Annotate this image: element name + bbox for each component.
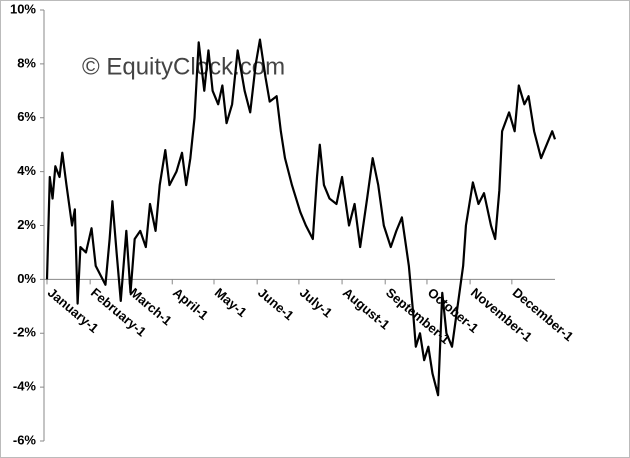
y-tick-label: -2%	[13, 325, 37, 340]
y-tick-label: 0%	[17, 271, 36, 286]
y-tick-label: -6%	[13, 432, 37, 447]
y-tick-label: 8%	[17, 55, 36, 70]
y-tick-label: 10%	[10, 1, 36, 16]
y-tick-label: -4%	[13, 379, 37, 394]
y-tick-label: 2%	[17, 217, 36, 232]
y-tick-label: 6%	[17, 109, 36, 124]
watermark: © EquityClock.com	[82, 53, 285, 80]
y-tick-label: 4%	[17, 163, 36, 178]
data-line	[45, 38, 557, 397]
